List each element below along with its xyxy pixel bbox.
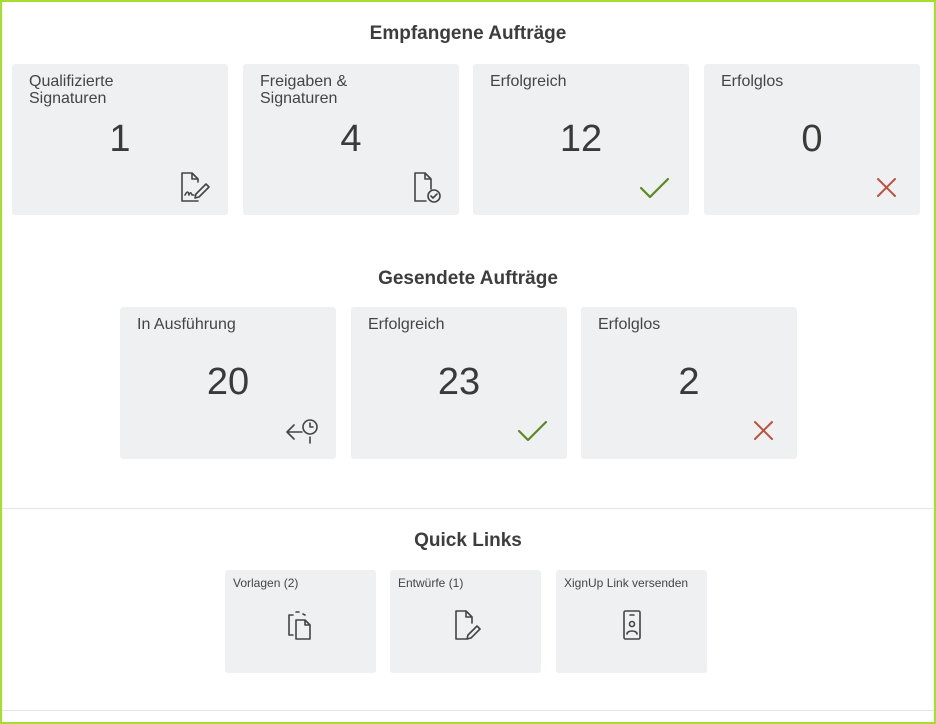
card-label: Qualifizierte Signaturen (29, 73, 114, 107)
card-sent-failed[interactable]: Erfolglos 2 (581, 307, 797, 459)
card-received-success[interactable]: Erfolgreich 12 (473, 64, 689, 215)
x-icon (877, 178, 896, 197)
quick-link-label: Entwürfe (1) (398, 576, 464, 590)
card-label: Erfolglos (721, 73, 784, 90)
sent-title: Gesendete Aufträge (378, 268, 558, 289)
card-approvals-signatures[interactable]: Freigaben & Signaturen 4 (243, 64, 459, 215)
card-label: Freigaben & Signaturen (260, 73, 348, 107)
card-value: 12 (559, 118, 603, 160)
card-received-failed[interactable]: Erfolglos 0 (704, 64, 920, 215)
card-value: 0 (801, 118, 823, 160)
arrow-clock-icon (286, 419, 318, 444)
quick-links-title: Quick Links (414, 530, 522, 551)
quick-link-drafts[interactable]: Entwürfe (1) (390, 570, 541, 673)
quick-link-label: XignUp Link versenden (564, 576, 689, 590)
card-label: Erfolgreich (368, 316, 445, 333)
card-label: In Ausführung (137, 316, 236, 333)
quick-link-xignup[interactable]: XignUp Link versenden (556, 570, 707, 673)
card-value: 20 (206, 361, 250, 403)
divider (2, 710, 934, 711)
card-label: Erfolgreich (490, 73, 567, 90)
card-value: 23 (437, 361, 481, 403)
checkmark-icon (517, 420, 548, 442)
card-sent-success[interactable]: Erfolgreich 23 (351, 307, 567, 459)
card-in-progress[interactable]: In Ausführung 20 (120, 307, 336, 459)
card-value: 2 (678, 361, 700, 403)
card-label: Erfolglos (598, 316, 661, 333)
x-icon (754, 421, 773, 440)
quick-link-templates[interactable]: Vorlagen (2) (225, 570, 376, 673)
document-check-icon (414, 172, 441, 203)
id-badge-icon (623, 610, 641, 640)
checkmark-icon (639, 177, 670, 199)
card-value: 1 (109, 118, 131, 160)
received-title: Empfangene Aufträge (369, 23, 567, 44)
card-qualified-signatures[interactable]: Qualifizierte Signaturen 1 (12, 64, 228, 215)
document-edit-icon (455, 610, 481, 640)
document-signature-icon (181, 172, 210, 202)
card-value: 4 (340, 118, 362, 160)
divider (2, 508, 934, 509)
templates-icon (288, 611, 311, 640)
quick-link-label: Vorlagen (2) (233, 576, 299, 590)
